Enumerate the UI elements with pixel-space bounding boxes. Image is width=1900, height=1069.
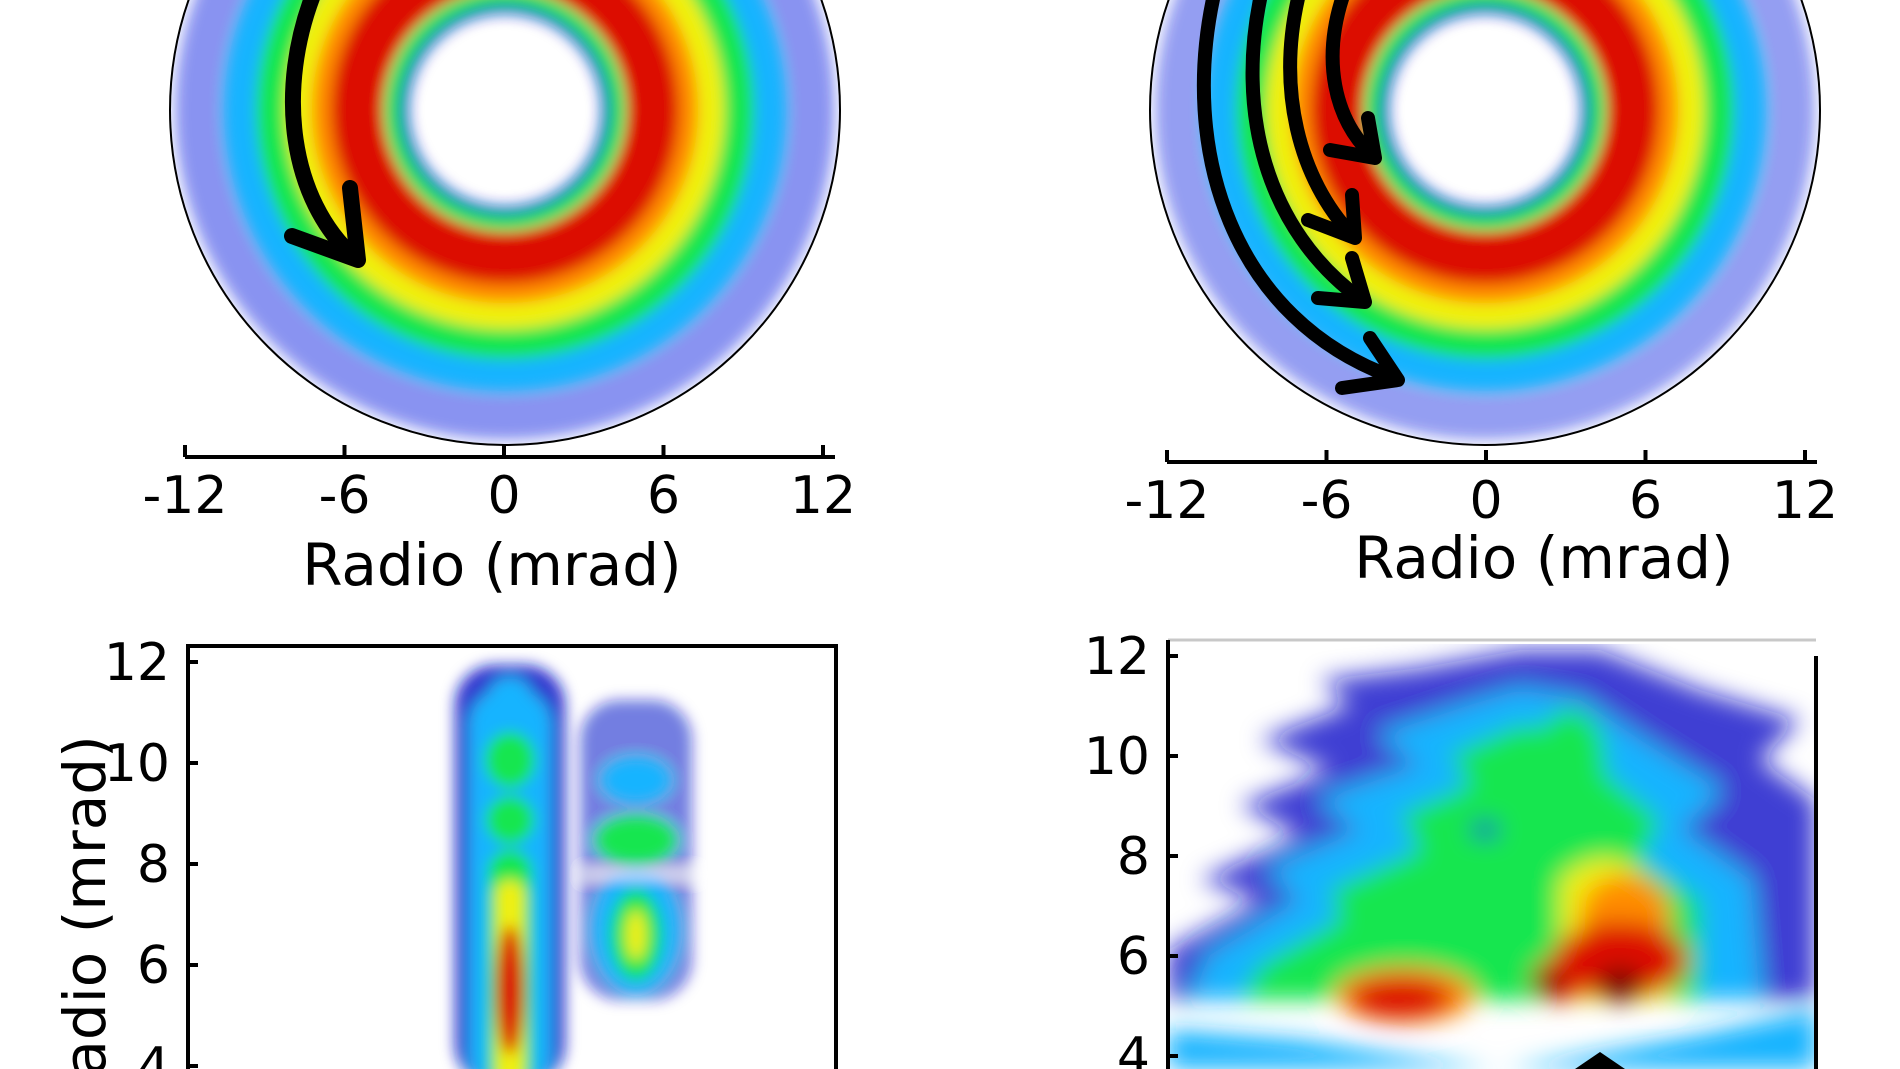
x-tick-labels-top-right: -12 -6 0 6 12 — [1125, 450, 1838, 531]
panel-top-right: -12 -6 0 6 12 Radio (mrad) — [1125, 0, 1838, 592]
y-tick-labels-bottom-right: 12 10 8 6 4 — [1084, 627, 1178, 1069]
x-axis-title-top-left: Radio (mrad) — [302, 531, 681, 599]
y-bottom-right-tick-label-0: 12 — [1084, 627, 1150, 687]
y-bottom-left-tick-label-0: 12 — [104, 633, 170, 693]
x-top-right-tick-label-1: -6 — [1301, 471, 1353, 531]
y-bottom-left-tick-label-1: 10 — [104, 734, 170, 794]
panel-top-left: -12 -6 0 6 12 Radio (mrad) — [143, 0, 856, 599]
y-bottom-right-tick-label-1: 10 — [1084, 727, 1150, 787]
panel-bottom-left: 12 10 8 6 4 Radio (mrad) — [51, 633, 838, 1069]
detector-outline-top-right — [1149, 0, 1821, 446]
x-top-left-tick-label-0: -12 — [143, 466, 228, 526]
x-top-right-tick-label-4: 12 — [1772, 471, 1838, 531]
x-top-right-tick-label-0: -12 — [1125, 471, 1210, 531]
y-tick-labels-bottom-left: 12 10 8 6 4 — [104, 633, 198, 1069]
field-heatmap-bottom-right — [1168, 650, 1816, 1069]
y-bottom-left-tick-label-3: 6 — [137, 936, 170, 996]
y-bottom-left-tick-label-4: 4 — [137, 1037, 170, 1069]
arrow-top-left — [284, 0, 366, 268]
x-top-left-tick-label-3: 6 — [647, 466, 680, 526]
panel-bottom-right: 12 10 8 6 4 — [1084, 627, 1818, 1069]
y-axis-title-bottom-left: Radio (mrad) — [51, 735, 119, 1069]
y-bottom-left-tick-label-2: 8 — [137, 835, 170, 895]
x-top-right-tick-label-2: 0 — [1469, 471, 1502, 531]
arrows-top-right — [1196, 0, 1405, 395]
x-top-left-tick-label-1: -6 — [319, 466, 371, 526]
x-top-right-tick-label-3: 6 — [1629, 471, 1662, 531]
x-axis-title-top-right: Radio (mrad) — [1354, 524, 1733, 592]
ring-heatmap-top-left — [175, 0, 835, 440]
x-top-left-tick-label-4: 12 — [790, 466, 856, 526]
column-heatmap-bottom-left — [455, 665, 695, 1069]
x-tick-labels-top-left: -12 -6 0 6 12 — [143, 445, 856, 526]
plot-frame-bottom-left — [186, 644, 838, 1069]
marker-arrowhead-bottom-right — [1575, 1052, 1625, 1069]
y-bottom-right-tick-label-2: 8 — [1117, 827, 1150, 887]
y-bottom-right-tick-label-4: 4 — [1117, 1027, 1150, 1069]
y-bottom-right-tick-label-3: 6 — [1117, 927, 1150, 987]
x-top-left-tick-label-2: 0 — [487, 466, 520, 526]
